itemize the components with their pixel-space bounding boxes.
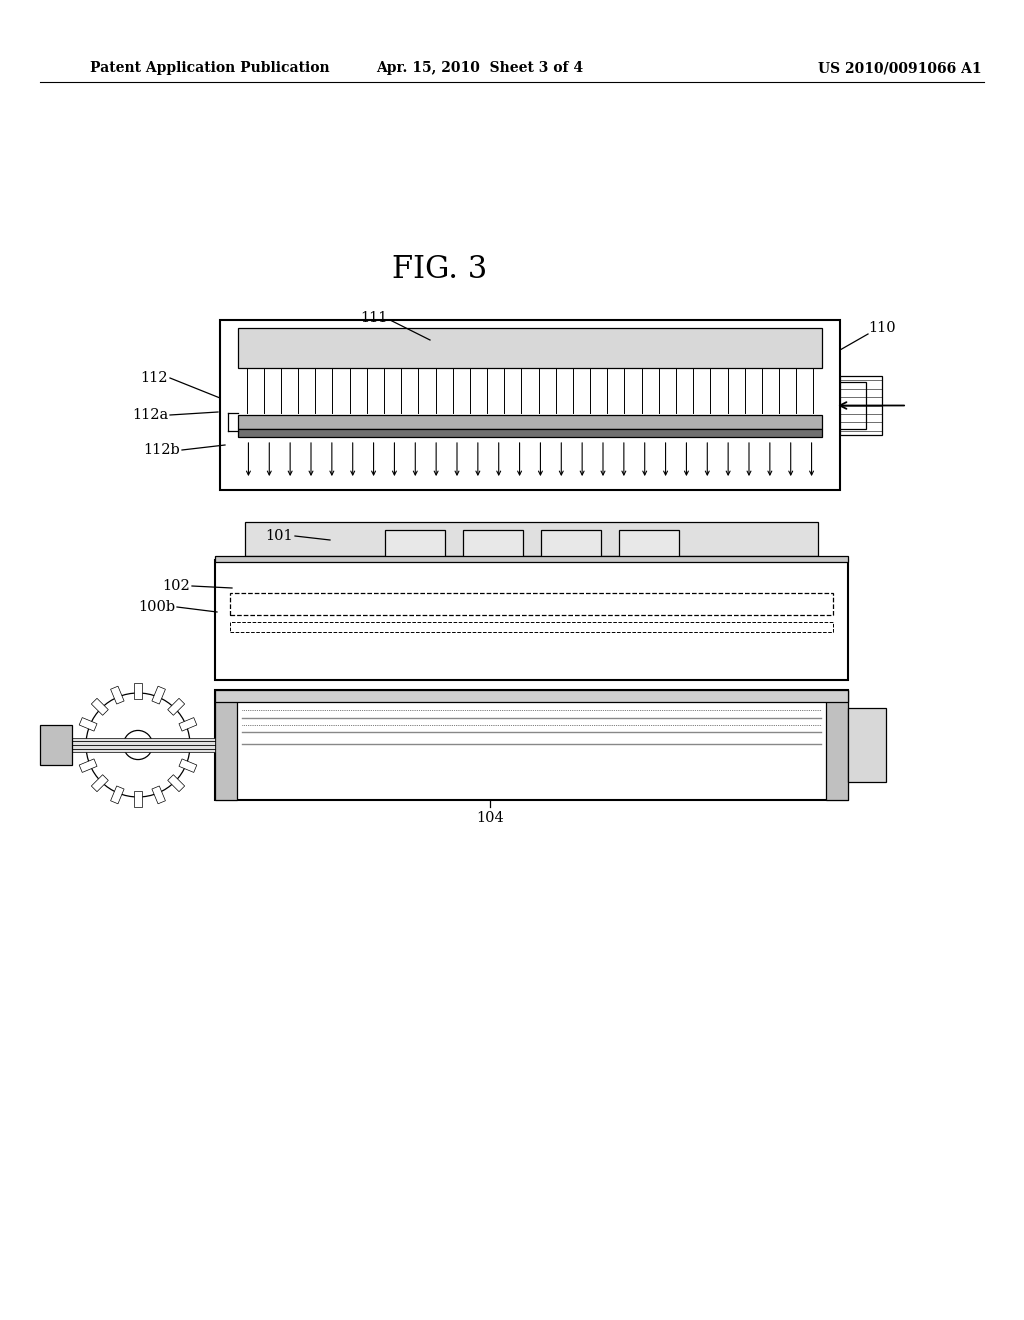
Polygon shape [184, 741, 200, 748]
Bar [230, 593, 833, 615]
Text: 110: 110 [868, 321, 896, 335]
Text: 101: 101 [265, 529, 293, 543]
Bar [215, 690, 848, 702]
Text: Apr. 15, 2010  Sheet 3 of 4: Apr. 15, 2010 Sheet 3 of 4 [377, 61, 584, 75]
Bar [848, 708, 886, 781]
Bar [215, 690, 848, 800]
Bar [826, 690, 848, 800]
Text: 111: 111 [360, 312, 387, 325]
Polygon shape [168, 775, 184, 792]
Bar [384, 531, 444, 558]
Bar [245, 521, 818, 556]
Text: 112a: 112a [132, 408, 168, 422]
Text: US 2010/0091066 A1: US 2010/0091066 A1 [818, 61, 982, 75]
Text: 102: 102 [162, 579, 190, 593]
Polygon shape [152, 785, 166, 804]
Bar [215, 560, 848, 680]
Polygon shape [179, 759, 197, 772]
Text: FIG. 3: FIG. 3 [392, 255, 487, 285]
Polygon shape [91, 698, 109, 715]
Polygon shape [134, 682, 142, 700]
Polygon shape [152, 686, 166, 704]
Polygon shape [179, 718, 197, 731]
Text: 100b: 100b [138, 601, 175, 614]
Polygon shape [91, 775, 109, 792]
Text: 104: 104 [476, 810, 504, 825]
Text: Patent Application Publication: Patent Application Publication [90, 61, 330, 75]
Text: 112: 112 [140, 371, 168, 385]
Polygon shape [134, 791, 142, 807]
Bar [541, 531, 600, 558]
Polygon shape [79, 718, 97, 731]
Bar [840, 381, 866, 429]
Bar [463, 531, 522, 558]
Bar [40, 725, 72, 766]
Polygon shape [111, 785, 124, 804]
Bar [215, 556, 848, 562]
Polygon shape [76, 741, 92, 748]
Text: 112b: 112b [143, 444, 180, 457]
Bar [215, 690, 237, 800]
Bar [618, 531, 679, 558]
Polygon shape [111, 686, 124, 704]
Bar [238, 414, 822, 429]
Bar [238, 429, 822, 437]
Bar [238, 327, 822, 368]
Bar [220, 319, 840, 490]
Bar [40, 738, 215, 752]
Polygon shape [79, 759, 97, 772]
Polygon shape [168, 698, 184, 715]
Bar [840, 376, 882, 436]
Bar [230, 622, 833, 632]
